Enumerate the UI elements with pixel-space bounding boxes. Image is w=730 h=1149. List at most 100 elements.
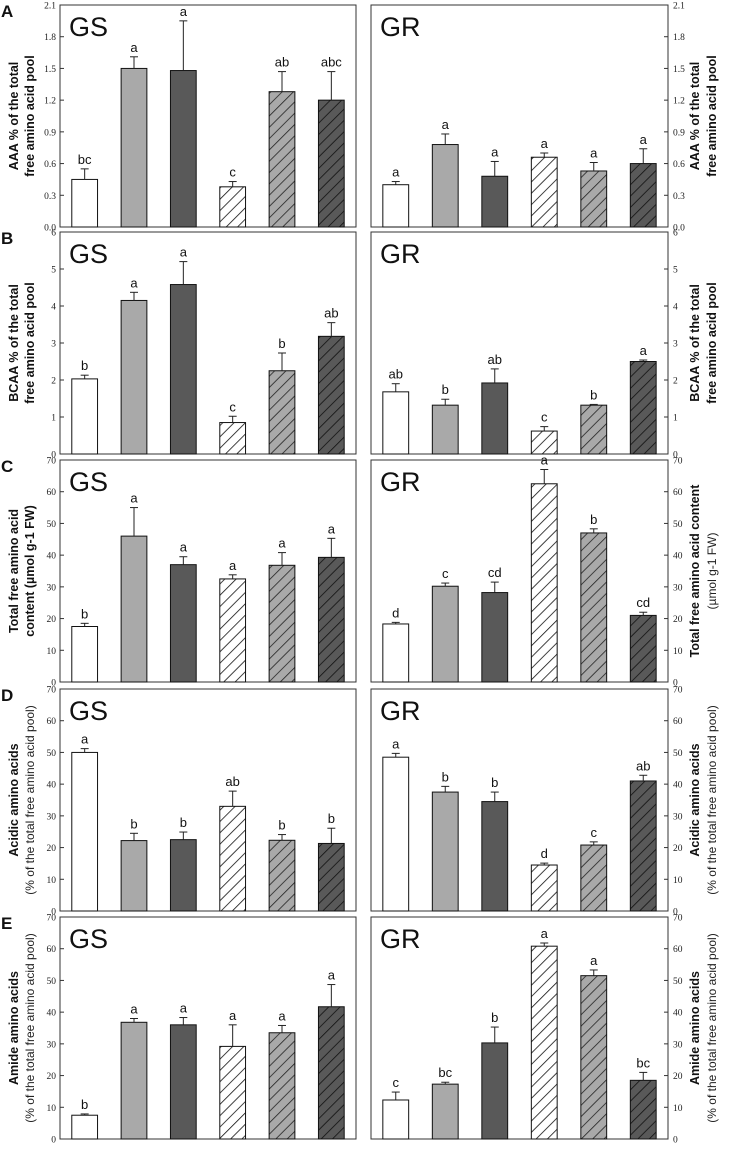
- y-axis-label: Total free amino acid: [7, 509, 21, 633]
- bar-C: [71, 751, 99, 912]
- bar-C: [382, 1099, 410, 1140]
- y-tick-label: 50: [47, 520, 57, 530]
- plot-frame: [370, 916, 669, 1140]
- y-tick-label: 0.0: [44, 224, 56, 234]
- y-tick-label: 20: [673, 1072, 683, 1082]
- significance-letter: ab: [275, 55, 289, 70]
- y-tick-label: 60: [47, 717, 57, 727]
- y-tick-label: 10: [673, 876, 683, 886]
- y-tick-label: 40: [673, 781, 683, 791]
- y-tick-label: 1.8: [673, 33, 685, 43]
- bar-1G+I: [629, 1079, 657, 1140]
- y-tick-label: 40: [47, 552, 57, 562]
- bar-I: [219, 422, 247, 455]
- y-tick-label: 0: [673, 451, 678, 461]
- panel-label: GR: [380, 467, 421, 497]
- significance-letter: b: [442, 769, 449, 784]
- y-tick-label: 0: [51, 679, 56, 689]
- y-tick-label: 0.0: [673, 224, 685, 234]
- panel-label: GS: [69, 239, 108, 269]
- row-label: D: [1, 686, 13, 705]
- y-tick-label: 4: [673, 303, 678, 313]
- y-tick-label: 50: [673, 520, 683, 530]
- y-tick-label: 4: [51, 303, 56, 313]
- y-tick-label: 30: [47, 1040, 57, 1050]
- y-tick-label: 70: [673, 457, 683, 467]
- y-tick-label: 50: [47, 749, 57, 759]
- y-tick-label: 30: [47, 583, 57, 593]
- bar-I: [530, 945, 558, 1140]
- y-tick-label: 20: [673, 615, 683, 625]
- y-tick-label: 10: [47, 647, 57, 657]
- bar-1G: [481, 592, 509, 683]
- significance-letter: a: [590, 146, 598, 161]
- y-tick-label: 20: [47, 844, 57, 854]
- bar-C: [71, 378, 99, 455]
- y-tick-label: 0.3: [44, 192, 56, 202]
- significance-letter: a: [328, 521, 336, 536]
- significance-letter: b: [81, 1097, 88, 1112]
- bar-1G: [169, 839, 197, 912]
- y-axis-label: Total free amino acid content: [688, 484, 702, 658]
- bar-I: [219, 186, 247, 228]
- panel-C-GS: 0 10 20 30 40 50 60 70 GS b a a a a a Total free amino …: [1, 457, 357, 689]
- bar-0.25G: [431, 791, 459, 912]
- bar-1G+I: [629, 361, 657, 455]
- significance-letter: a: [328, 968, 336, 983]
- y-tick-label: 0: [673, 908, 678, 918]
- y-tick-label: 40: [47, 1009, 57, 1019]
- y-tick-label: 2.1: [44, 2, 56, 12]
- y-tick-label: 2: [673, 377, 678, 387]
- bar-0.25G+I: [580, 404, 608, 455]
- panel-label: GS: [69, 924, 108, 954]
- bar-0.25G: [120, 67, 148, 228]
- panel-label: GS: [69, 696, 108, 726]
- plot-frame: [59, 916, 357, 1140]
- y-tick-label: 6: [51, 229, 56, 239]
- bar-1G+I: [317, 335, 345, 455]
- y-axis-label: Acidic amino acids: [7, 743, 21, 856]
- bar-C: [71, 1114, 99, 1140]
- y-tick-label: 10: [47, 876, 57, 886]
- panel-E-GS: 010203040506070GSbaaaaaC0.25G1GI0.25G+I1…: [1, 914, 357, 1146]
- row-label: C: [1, 457, 13, 476]
- significance-letter: a: [392, 165, 400, 180]
- significance-letter: b: [442, 382, 449, 397]
- bar-1G: [481, 175, 509, 228]
- bar-I: [530, 156, 558, 228]
- bar-I: [530, 864, 558, 912]
- plot-frame: [370, 4, 669, 228]
- panel-label: GR: [380, 696, 421, 726]
- y-tick-label: 20: [47, 1072, 57, 1082]
- significance-letter: a: [442, 117, 450, 132]
- y-tick-label: 70: [47, 686, 57, 696]
- y-tick-label: 70: [47, 457, 57, 467]
- bar-C: [71, 178, 99, 228]
- significance-letter: a: [130, 1001, 138, 1016]
- bar-C: [382, 756, 410, 912]
- significance-letter: ab: [225, 774, 239, 789]
- bar-0.25G: [431, 585, 459, 683]
- significance-letter: b: [130, 816, 137, 831]
- y-tick-label: 70: [673, 686, 683, 696]
- bar-0.25G: [120, 535, 148, 683]
- y-tick-label: 5: [673, 266, 678, 276]
- y-axis-label-2: content (µmol g-1 FW): [23, 505, 37, 637]
- panel-label: GS: [69, 467, 108, 497]
- panel-label: GR: [380, 239, 421, 269]
- bar-1G: [169, 564, 197, 683]
- bar-C: [382, 623, 410, 683]
- bar-0.25G+I: [268, 564, 296, 683]
- y-tick-label: 30: [673, 583, 683, 593]
- y-axis-label-2: free amino acid pool: [705, 282, 719, 404]
- bar-0.25G+I: [580, 844, 608, 912]
- bar-1G+I: [629, 780, 657, 912]
- bar-I: [219, 805, 247, 912]
- y-tick-label: 6: [673, 229, 678, 239]
- bar-0.25G: [120, 299, 148, 455]
- panel-C-GR: 0 10 20 30 40 50 60 70 GR d c cd a b cd Total free amin…: [370, 453, 719, 689]
- y-tick-label: 0.9: [44, 128, 56, 138]
- bar-1G: [481, 1042, 509, 1140]
- bar-0.25G+I: [268, 1032, 296, 1140]
- significance-letter: bc: [438, 1065, 452, 1080]
